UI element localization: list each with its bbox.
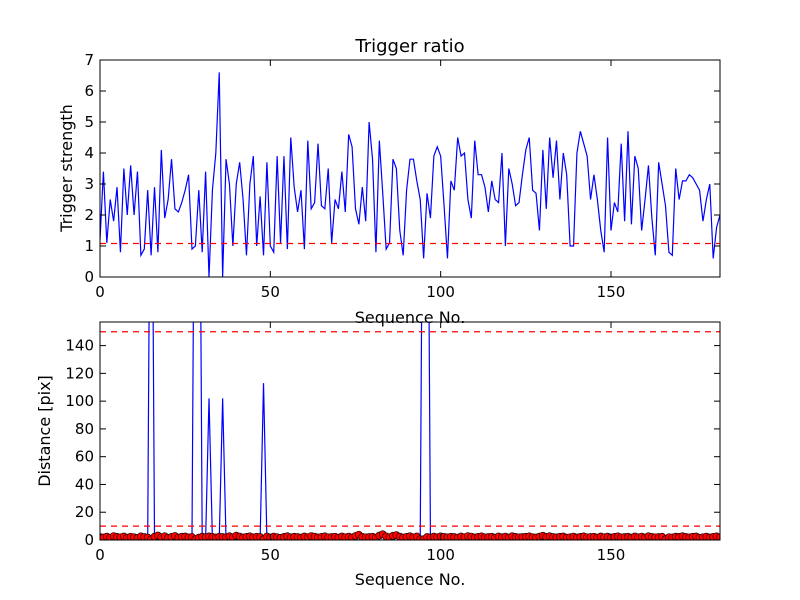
- top-x-tick-label: 0: [95, 283, 105, 301]
- top-y-tick-label: 1: [84, 237, 94, 255]
- top-y-tick-label: 3: [84, 175, 94, 193]
- top-y-tick-label: 4: [84, 144, 94, 162]
- bottom-x-tick-label: 150: [597, 546, 626, 564]
- top-x-tick-label: 150: [597, 283, 626, 301]
- bottom-y-tick-label: 80: [75, 420, 94, 438]
- bottom-plot-frame: [99, 321, 721, 541]
- bottom-series-group: [100, 322, 720, 540]
- top-y-tick-label: 2: [84, 206, 94, 224]
- distance-panel: 0 50 100 150 0 20 40 60 80 100 120 140 Sequence No.…: [35, 321, 721, 589]
- top-series-group: [100, 72, 720, 277]
- bottom-y-tick-label: 140: [65, 337, 94, 355]
- top-x-axis-label: Sequence No.: [355, 308, 466, 327]
- bottom-y-tick-label: 60: [75, 448, 94, 466]
- top-y-tick-label: 5: [84, 113, 94, 131]
- top-y-tick-label: 6: [84, 82, 94, 100]
- bottom-x-tick-label: 0: [95, 546, 105, 564]
- top-y-tick-label: 7: [84, 51, 94, 69]
- bottom-y-tick-label: 120: [65, 364, 94, 382]
- bottom-data-line: [100, 322, 720, 540]
- bottom-y-tick-label: 20: [75, 503, 94, 521]
- bottom-y-tick-label: 100: [65, 392, 94, 410]
- top-x-tick-label: 50: [261, 283, 280, 301]
- top-y-tick-label: 0: [84, 268, 94, 286]
- bottom-y-axis-label: Distance [pix]: [35, 375, 54, 487]
- top-data-line: [100, 72, 720, 277]
- bottom-x-tick-label: 50: [261, 546, 280, 564]
- bottom-y-tick-label: 40: [75, 475, 94, 493]
- bottom-y-tick-label: 0: [84, 531, 94, 549]
- top-chart-title: Trigger ratio: [354, 36, 464, 57]
- bottom-x-tick-label: 100: [426, 546, 455, 564]
- bottom-x-axis-label: Sequence No.: [355, 570, 466, 589]
- top-y-axis-label: Trigger strength: [57, 104, 76, 233]
- top-axis-ticks: 0 50 100 150 0 1 2 3 4 5 6 7: [84, 51, 720, 301]
- top-plot-frame: [99, 59, 721, 278]
- bottom-scatter-point: [716, 533, 720, 540]
- bottom-axis-ticks: 0 50 100 150 0 20 40 60 80 100 120 140: [65, 322, 720, 564]
- top-x-tick-label: 100: [426, 283, 455, 301]
